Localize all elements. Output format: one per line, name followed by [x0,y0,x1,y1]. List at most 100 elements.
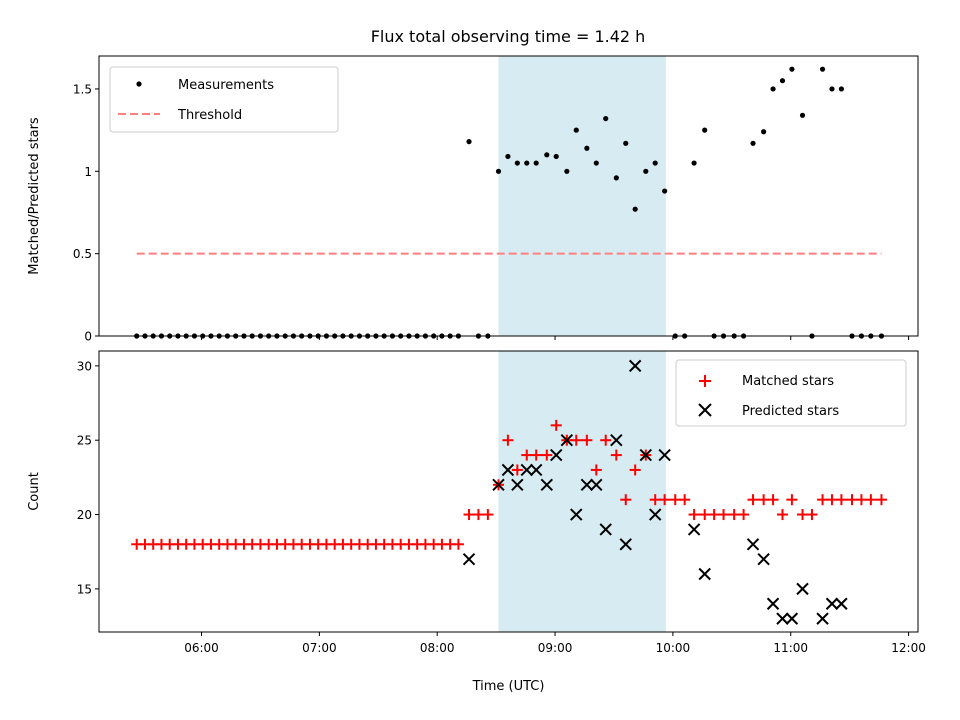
predicted-star-point [757,552,770,566]
y-tick-label: 0 [84,330,92,344]
matched-star-point [472,509,484,521]
x-stroke-b [462,552,476,566]
predicted-star-point [501,463,515,477]
measurement-point [613,175,619,181]
matched-star-point [669,494,681,506]
x-stroke-b [619,538,632,551]
measurement-point [750,140,756,146]
measurement-point [761,129,767,135]
measurement-points [134,66,885,339]
legend-matched-label: Matched stars [742,374,834,389]
x-tick-label: 12:00 [891,641,926,655]
measurement-point [838,86,845,92]
matched-star-point [786,494,798,506]
bottom-panel-x-label: Time (UTC) [472,679,545,694]
measurement-point [505,153,511,160]
matched-star-point [699,509,711,521]
top-panel-frame [98,55,919,337]
figure-title: Flux total observing time = 1.42 h [371,27,646,46]
measurement-point [829,86,835,92]
x-stroke-b [580,478,594,492]
predicted-star-point [540,478,554,492]
matched-star-point [817,494,829,506]
measurement-point [564,168,570,174]
measurement-point [632,206,638,212]
measurement-point [779,78,786,84]
matched-star-point [776,509,788,521]
x-stroke-b [835,597,848,610]
predicted-star-point [462,552,476,566]
matched-star-point [452,538,464,550]
legend-threshold-label: Threshold [177,108,242,123]
measurement-point [524,160,530,166]
matched-star-point [855,494,867,506]
x-tick-label: 10:00 [656,641,691,655]
measurement-point [593,160,599,166]
measurement-point [533,160,539,166]
x-stroke-b [599,523,612,536]
x-tick-label: 09:00 [538,641,573,655]
predicted-star-point [560,433,574,447]
matched-star-point [718,509,730,521]
predicted-star-point [492,478,505,492]
predicted-star-point [550,448,563,462]
legend-measurements-label: Measurements [178,78,274,93]
matched-star-point [728,509,740,521]
matched-star-point [846,494,858,506]
y-tick-label: 30 [77,359,92,373]
x-tick-label: 06:00 [184,641,219,655]
legend-box [109,66,339,133]
matched-star-point [629,464,641,476]
measurement-point [643,168,649,174]
legend-box [675,359,907,427]
matched-star-point [679,494,691,506]
matched-star-point [620,494,632,506]
predicted-star-point [619,538,632,551]
x-tick-label: 08:00 [420,641,455,655]
measurement-point [662,188,668,194]
x-stroke-b [529,463,543,477]
predicted-star-point [746,538,760,551]
measurement-point [623,140,629,146]
top-panel-highlight-span [498,56,666,336]
x-stroke-b [746,538,760,551]
top-panel-y-label: Matched/Predicted stars [27,117,42,275]
matched-stars-points [131,419,887,550]
measurement-point [770,86,776,92]
matched-star-point [688,509,700,521]
matched-star-point [806,509,818,521]
matched-star-point [550,419,562,431]
x-stroke-b [776,612,789,625]
measurement-point [789,66,795,72]
measurement-point [584,145,590,151]
matched-star-point [541,449,553,461]
predicted-star-point [785,612,799,625]
measurement-point [466,139,472,145]
bottom-panel-y-label: Count [27,472,42,511]
x-stroke-b [658,448,671,462]
x-stroke-b [560,433,574,447]
y-tick-label: 25 [77,434,92,448]
x-stroke-b [766,597,780,610]
top-panel-legend: Measurements Threshold [109,66,339,133]
matched-star-point [610,449,622,461]
x-stroke-b [520,463,533,477]
predicted-star-point [580,478,594,492]
matched-star-point [797,509,809,521]
x-stroke-b [511,478,524,492]
matched-star-point [502,434,514,446]
predicted-star-point [590,478,603,492]
x-stroke-b [757,552,770,566]
y-tick-label: 20 [77,508,92,522]
y-tick-label: 0.5 [73,247,92,261]
matched-star-point [521,449,533,461]
x-stroke-b [687,523,701,536]
matched-star-point [581,434,593,446]
predicted-star-point [520,463,533,477]
measurement-point [544,152,550,158]
x-stroke-b [816,612,829,625]
measurement-point [495,168,502,174]
top-panel-y-ticks: 0 0.5 1 1.5 [73,82,99,344]
x-stroke-b [501,463,515,477]
